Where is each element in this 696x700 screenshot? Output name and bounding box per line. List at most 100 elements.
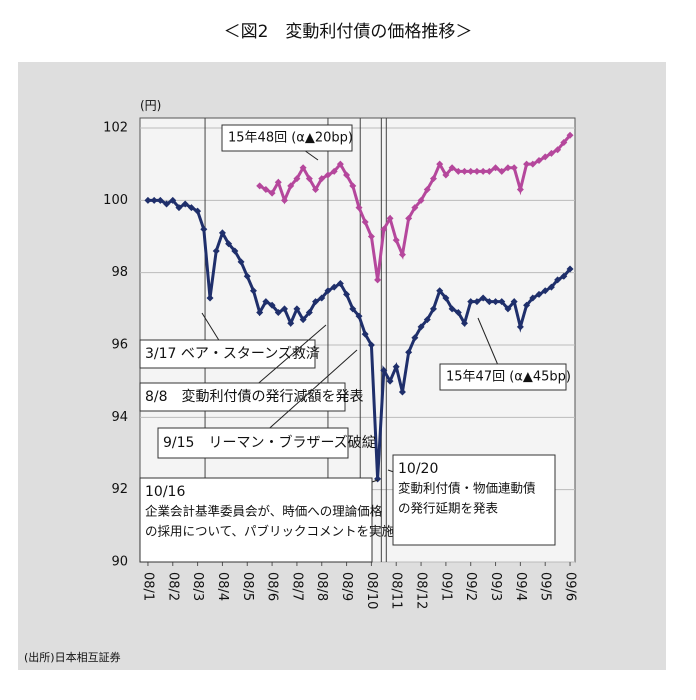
point — [448, 305, 456, 313]
y-tick-label: 96 — [111, 338, 128, 353]
point — [324, 171, 332, 179]
point — [529, 160, 537, 168]
point — [336, 160, 344, 168]
y-label: (円) — [140, 99, 161, 113]
x-tick-label: 09/5 — [538, 572, 553, 601]
point — [386, 214, 394, 222]
annotation: 10/20 — [398, 461, 438, 477]
callout-box — [139, 382, 346, 412]
point — [299, 164, 307, 172]
annotation: 3/17 ベア・スターンズ救済 — [145, 346, 320, 362]
point — [392, 236, 400, 244]
point — [281, 305, 289, 313]
point — [547, 149, 555, 157]
x-tick-label: 08/11 — [389, 572, 404, 609]
point — [516, 323, 524, 331]
x-tick-label: 09/2 — [463, 572, 478, 601]
x-tick-label: 08/3 — [190, 572, 205, 601]
annotation: の採用について、パブリックコメントを実施 — [145, 524, 395, 539]
point — [523, 301, 531, 309]
point — [268, 301, 276, 309]
point — [442, 171, 450, 179]
point — [535, 157, 543, 165]
point — [510, 298, 518, 306]
callout-box — [392, 454, 556, 546]
point — [249, 287, 257, 295]
callout-box — [139, 339, 316, 369]
point — [243, 272, 251, 280]
chart-title: ＜図2 変動利付債の価格推移＞ — [224, 22, 473, 42]
callout-box — [139, 477, 373, 563]
point — [560, 138, 568, 146]
point — [156, 196, 164, 204]
point — [181, 200, 189, 208]
point — [355, 204, 363, 212]
point — [237, 258, 245, 266]
x-tick-label: 08/12 — [414, 572, 429, 609]
annotation: の発行延期を発表 — [398, 501, 499, 516]
point — [461, 167, 469, 175]
callout-box — [157, 427, 349, 459]
point — [411, 204, 419, 212]
x-tick-label: 08/9 — [339, 572, 354, 601]
point — [473, 298, 481, 306]
point — [367, 341, 375, 349]
point — [305, 308, 313, 316]
point — [473, 167, 481, 175]
annotation: 変動利付債・物価連動債 — [398, 481, 536, 496]
point — [287, 319, 295, 327]
point — [256, 308, 264, 316]
x-tick-label: 09/1 — [438, 572, 453, 601]
source: (出所)日本相互証券 — [24, 650, 121, 664]
point — [510, 164, 518, 172]
point — [429, 305, 437, 313]
point — [504, 164, 512, 172]
point — [324, 287, 332, 295]
point — [175, 204, 183, 212]
point — [566, 131, 574, 139]
point — [330, 167, 338, 175]
point — [405, 348, 413, 356]
point — [566, 265, 574, 273]
point — [262, 298, 270, 306]
point — [262, 185, 270, 193]
point — [454, 308, 462, 316]
point — [256, 182, 264, 190]
point — [554, 276, 562, 284]
point — [293, 305, 301, 313]
y-tick-label: 90 — [111, 555, 128, 570]
annotation: 8/8 変動利付債の発行減額を発表 — [145, 388, 364, 405]
annotation: 9/15 リーマン・ブラザーズ破綻 — [163, 434, 376, 451]
x-tick-label: 08/10 — [364, 572, 379, 609]
point — [200, 225, 208, 233]
point — [281, 196, 289, 204]
point — [305, 175, 313, 183]
y-tick-label: 98 — [111, 265, 128, 280]
y-tick-label: 102 — [103, 121, 128, 136]
point — [274, 178, 282, 186]
point — [429, 175, 437, 183]
point — [187, 204, 195, 212]
annotation: 企業会計基準委員会が、時価への理論価格 — [145, 504, 383, 519]
point — [169, 196, 177, 204]
point — [442, 294, 450, 302]
legend-label: 15年48回 (α▲20bp) — [228, 131, 353, 146]
point — [398, 388, 406, 396]
point — [218, 229, 226, 237]
point — [312, 185, 320, 193]
point — [225, 240, 233, 248]
point — [461, 319, 469, 327]
point — [392, 363, 400, 371]
point — [554, 146, 562, 154]
point — [541, 153, 549, 161]
x-tick-label: 08/4 — [215, 572, 230, 601]
point — [386, 377, 394, 385]
point — [330, 283, 338, 291]
point — [349, 182, 357, 190]
point — [150, 196, 158, 204]
point — [529, 294, 537, 302]
point — [436, 160, 444, 168]
point — [336, 280, 344, 288]
x-tick-label: 08/1 — [140, 572, 155, 601]
